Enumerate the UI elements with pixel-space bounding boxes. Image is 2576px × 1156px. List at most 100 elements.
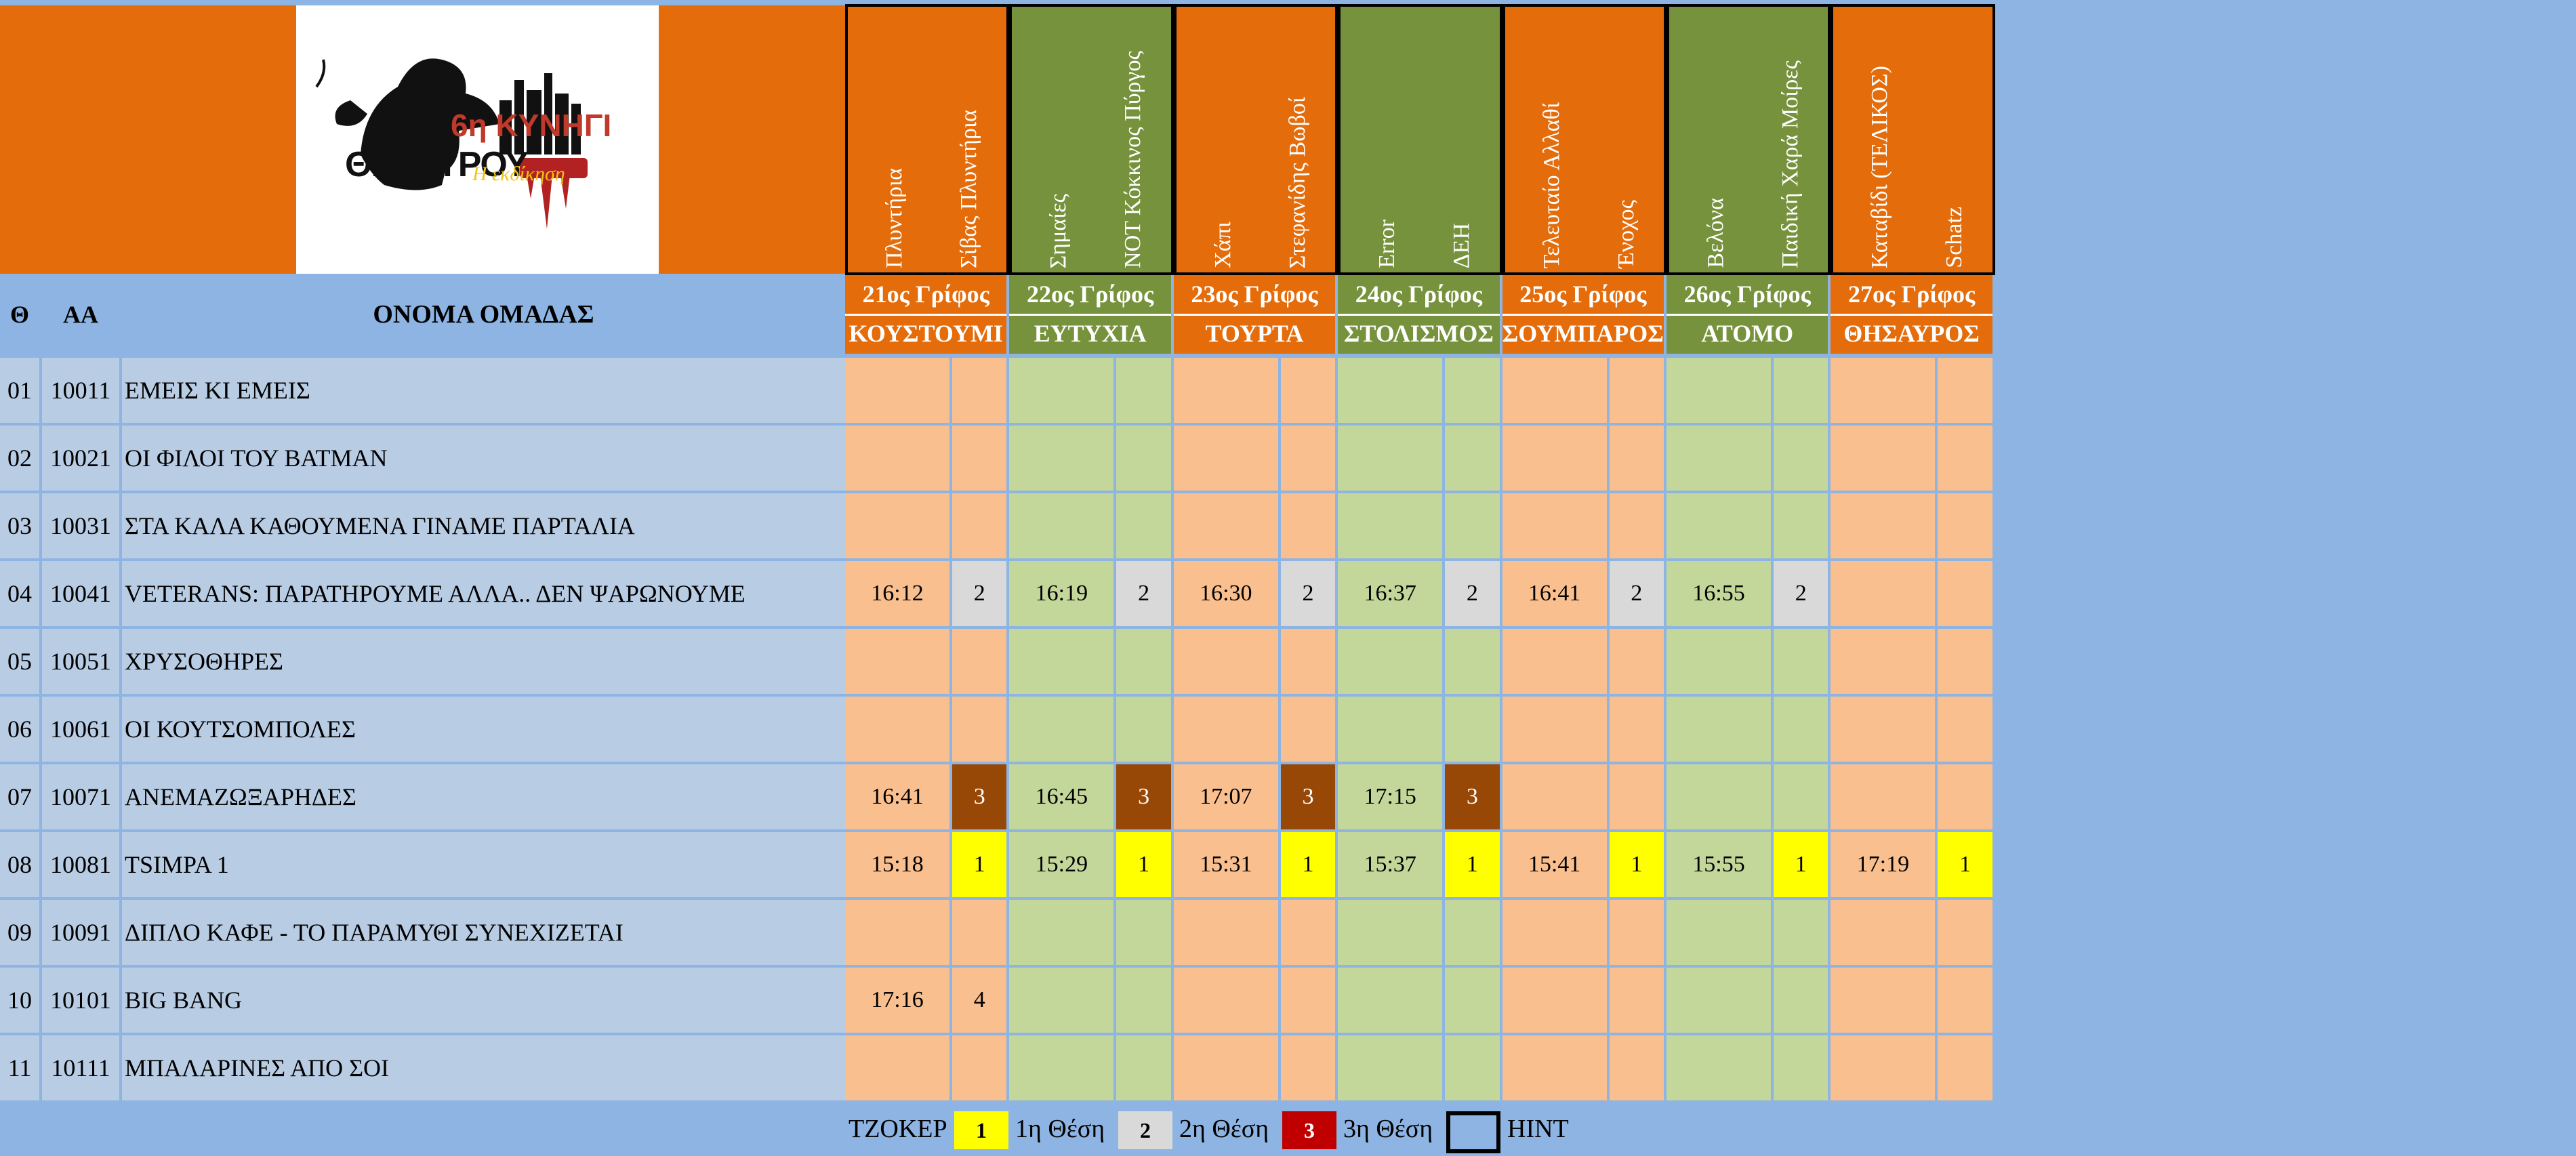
- rank-cell[interactable]: 3: [1280, 764, 1336, 829]
- time-cell[interactable]: [1009, 697, 1114, 762]
- rank-cell[interactable]: [1774, 968, 1828, 1033]
- time-cell[interactable]: [1338, 426, 1443, 491]
- time-cell[interactable]: [1009, 629, 1114, 694]
- rank-cell[interactable]: 3: [1116, 764, 1171, 829]
- rank-cell[interactable]: 2: [1774, 561, 1828, 626]
- rank-cell[interactable]: [1280, 629, 1336, 694]
- time-cell[interactable]: [1831, 561, 1936, 626]
- time-cell[interactable]: [1502, 629, 1607, 694]
- time-cell[interactable]: [1831, 697, 1936, 762]
- rank-cell[interactable]: [952, 900, 1007, 965]
- rank-cell[interactable]: [1609, 968, 1664, 1033]
- time-cell[interactable]: [1502, 900, 1607, 965]
- rank-cell[interactable]: [1116, 358, 1171, 423]
- rank-cell[interactable]: [1445, 900, 1500, 965]
- rank-cell[interactable]: [1280, 968, 1336, 1033]
- time-cell[interactable]: 15:29: [1009, 832, 1114, 897]
- time-cell[interactable]: 16:45: [1009, 764, 1114, 829]
- time-cell[interactable]: 16:41: [845, 764, 949, 829]
- rank-cell[interactable]: [1774, 358, 1828, 423]
- rank-cell[interactable]: [1774, 697, 1828, 762]
- rank-cell[interactable]: [1445, 358, 1500, 423]
- rank-cell[interactable]: 2: [1116, 561, 1171, 626]
- time-cell[interactable]: [1831, 493, 1936, 558]
- time-cell[interactable]: 15:41: [1502, 832, 1607, 897]
- rank-cell[interactable]: [1609, 1035, 1664, 1100]
- rank-cell[interactable]: [1445, 968, 1500, 1033]
- time-cell[interactable]: [1173, 493, 1278, 558]
- rank-cell[interactable]: [1938, 697, 1992, 762]
- time-cell[interactable]: [1173, 697, 1278, 762]
- time-cell[interactable]: [1502, 493, 1607, 558]
- rank-cell[interactable]: [952, 629, 1007, 694]
- time-cell[interactable]: [1173, 1035, 1278, 1100]
- rank-cell[interactable]: 1: [1280, 832, 1336, 897]
- time-cell[interactable]: [845, 358, 949, 423]
- rank-cell[interactable]: 4: [952, 968, 1007, 1033]
- rank-cell[interactable]: [1938, 493, 1992, 558]
- rank-cell[interactable]: [952, 697, 1007, 762]
- time-cell[interactable]: [1173, 900, 1278, 965]
- time-cell[interactable]: [1009, 493, 1114, 558]
- rank-cell[interactable]: [952, 426, 1007, 491]
- time-cell[interactable]: 15:18: [845, 832, 949, 897]
- time-cell[interactable]: [1502, 426, 1607, 491]
- time-cell[interactable]: [1009, 900, 1114, 965]
- time-cell[interactable]: [1502, 968, 1607, 1033]
- rank-cell[interactable]: [1774, 764, 1828, 829]
- time-cell[interactable]: [845, 697, 949, 762]
- time-cell[interactable]: [1667, 697, 1771, 762]
- rank-cell[interactable]: [1774, 1035, 1828, 1100]
- time-cell[interactable]: 16:30: [1173, 561, 1278, 626]
- rank-cell[interactable]: 1: [1774, 832, 1828, 897]
- time-cell[interactable]: [1831, 426, 1936, 491]
- rank-cell[interactable]: [1280, 900, 1336, 965]
- rank-cell[interactable]: 1: [1938, 832, 1992, 897]
- time-cell[interactable]: [1338, 697, 1443, 762]
- time-cell[interactable]: 15:37: [1338, 832, 1443, 897]
- time-cell[interactable]: 16:55: [1667, 561, 1771, 626]
- time-cell[interactable]: [1338, 629, 1443, 694]
- time-cell[interactable]: [1338, 900, 1443, 965]
- rank-cell[interactable]: 1: [1609, 832, 1664, 897]
- rank-cell[interactable]: 1: [1116, 832, 1171, 897]
- rank-cell[interactable]: [1280, 358, 1336, 423]
- rank-cell[interactable]: [1116, 968, 1171, 1033]
- time-cell[interactable]: [1338, 493, 1443, 558]
- time-cell[interactable]: [1831, 764, 1936, 829]
- time-cell[interactable]: [1009, 1035, 1114, 1100]
- rank-cell[interactable]: [1280, 1035, 1336, 1100]
- time-cell[interactable]: [1173, 968, 1278, 1033]
- rank-cell[interactable]: [1609, 493, 1664, 558]
- time-cell[interactable]: [1831, 968, 1936, 1033]
- rank-cell[interactable]: [1445, 629, 1500, 694]
- rank-cell[interactable]: [1774, 426, 1828, 491]
- rank-cell[interactable]: [1774, 629, 1828, 694]
- rank-cell[interactable]: 1: [952, 832, 1007, 897]
- rank-cell[interactable]: [1280, 697, 1336, 762]
- time-cell[interactable]: [845, 629, 949, 694]
- rank-cell[interactable]: 2: [1445, 561, 1500, 626]
- time-cell[interactable]: 17:16: [845, 968, 949, 1033]
- time-cell[interactable]: 17:15: [1338, 764, 1443, 829]
- rank-cell[interactable]: [1445, 1035, 1500, 1100]
- time-cell[interactable]: [1667, 493, 1771, 558]
- time-cell[interactable]: 17:19: [1831, 832, 1936, 897]
- time-cell[interactable]: [1667, 629, 1771, 694]
- rank-cell[interactable]: [1609, 900, 1664, 965]
- time-cell[interactable]: [845, 900, 949, 965]
- time-cell[interactable]: [1338, 968, 1443, 1033]
- time-cell[interactable]: 15:55: [1667, 832, 1771, 897]
- rank-cell[interactable]: 3: [952, 764, 1007, 829]
- time-cell[interactable]: [1009, 358, 1114, 423]
- rank-cell[interactable]: [1280, 426, 1336, 491]
- time-cell[interactable]: 15:31: [1173, 832, 1278, 897]
- rank-cell[interactable]: [1774, 493, 1828, 558]
- rank-cell[interactable]: [1774, 900, 1828, 965]
- time-cell[interactable]: [1831, 900, 1936, 965]
- rank-cell[interactable]: [1938, 358, 1992, 423]
- time-cell[interactable]: 16:37: [1338, 561, 1443, 626]
- rank-cell[interactable]: [1280, 493, 1336, 558]
- time-cell[interactable]: 16:12: [845, 561, 949, 626]
- rank-cell[interactable]: [1116, 900, 1171, 965]
